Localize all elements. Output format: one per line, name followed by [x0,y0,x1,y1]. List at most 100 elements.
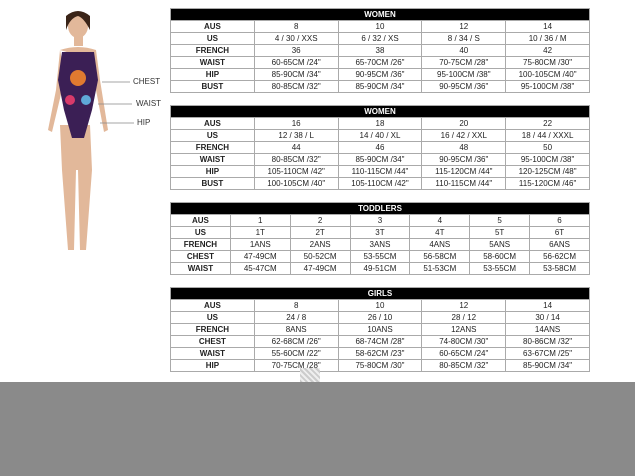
row-label: US [170,226,231,239]
row-label: WAIST [170,262,231,275]
cell: 5 [469,214,531,227]
cell: 28 / 12 [421,311,507,324]
row-label: BUST [170,80,255,93]
cell: 5ANS [469,238,531,251]
cell: 70-75CM /28" [253,359,339,372]
cell: 105-110CM /42" [337,177,423,190]
cell: 6ANS [529,238,590,251]
cell: 49-51CM [349,262,411,275]
cell: 12 [421,20,507,33]
cell: 44 [253,141,339,154]
cell: 60-65CM /24" [421,347,507,360]
cell: 53-58CM [529,262,590,275]
cell: 2ANS [289,238,351,251]
cell: 90-95CM /36" [337,68,423,81]
cell: 20 [421,117,507,130]
cell: 40 [421,44,507,57]
cell: 1 [229,214,291,227]
cell: 56-62CM [529,250,590,263]
cell: 85-90CM /34" [505,359,590,372]
cell: 120-125CM /48" [505,165,590,178]
row-label: US [170,311,255,324]
cell: 18 / 44 / XXXL [505,129,590,142]
cell: 68-74CM /28" [337,335,423,348]
cell: 60-65CM /24" [253,56,339,69]
row-label: WAIST [170,56,255,69]
cell: 90-95CM /36" [421,80,507,93]
cell: 14 [505,299,590,312]
cell: 8 [253,299,339,312]
cell: 45-47CM [229,262,291,275]
table-title: WOMEN [170,8,590,21]
cell: 53-55CM [469,262,531,275]
cell: 85-90CM /34" [337,80,423,93]
cell: 50 [505,141,590,154]
row-label: US [170,129,255,142]
cell: 85-90CM /34" [337,153,423,166]
size-table: WOMEN AUS 8 10 12 14 US 4 / 30 / XXS 6 / 32 / XS… [170,8,590,93]
cell: 12 [421,299,507,312]
cell: 3 [349,214,411,227]
cell: 95-100CM /38" [505,153,590,166]
row-label: AUS [170,20,255,33]
cell: 58-62CM /23" [337,347,423,360]
cell: 4T [409,226,471,239]
cell: 14ANS [505,323,590,336]
cell: 2 [289,214,351,227]
cell: 38 [337,44,423,57]
row-label: FRENCH [170,44,255,57]
cell: 24 / 8 [253,311,339,324]
cell: 12ANS [421,323,507,336]
cell: 80-86CM /32" [505,335,590,348]
cell: 8 / 34 / S [421,32,507,45]
row-label: AUS [170,299,255,312]
row-label: HIP [170,165,255,178]
row-label: FRENCH [170,141,255,154]
size-table: TODDLERS AUS 1 2 3 4 5 6 US 1T 2T 3T 4T 5T 6T FRENCH 1AN… [170,202,590,275]
cell: 95-100CM /38" [421,68,507,81]
row-label: WAIST [170,153,255,166]
cell: 51-53CM [409,262,471,275]
cell: 8 [253,20,339,33]
row-label: US [170,32,255,45]
cell: 110-115CM /44" [421,177,507,190]
cell: 110-115CM /44" [337,165,423,178]
row-label: FRENCH [170,238,231,251]
table-title: TODDLERS [170,202,590,215]
cell: 8ANS [253,323,339,336]
cell: 46 [337,141,423,154]
cell: 70-75CM /28" [421,56,507,69]
row-label: FRENCH [170,323,255,336]
cell: 63-67CM /25" [505,347,590,360]
cell: 16 [253,117,339,130]
cell: 22 [505,117,590,130]
cell: 95-100CM /38" [505,80,590,93]
cell: 53-55CM [349,250,411,263]
size-table: GIRLS AUS 8 10 12 14 US 24 / 8 26 / 10 28 / 12 30 … [170,287,590,372]
row-label: HIP [170,359,255,372]
cell: 30 / 14 [505,311,590,324]
row-label: AUS [170,117,255,130]
image-placeholder [300,368,320,382]
cell: 115-120CM /46" [505,177,590,190]
cell: 16 / 42 / XXL [421,129,507,142]
cell: 14 [505,20,590,33]
cell: 2T [289,226,351,239]
cell: 6 / 32 / XS [337,32,423,45]
cell: 47-49CM [289,262,351,275]
cell: 4ANS [409,238,471,251]
cell: 100-105CM /40" [505,68,590,81]
cell: 115-120CM /44" [421,165,507,178]
cell: 47-49CM [229,250,291,263]
row-label: AUS [170,214,231,227]
cell: 1ANS [229,238,291,251]
cell: 4 / 30 / XXS [253,32,339,45]
size-table: WOMEN AUS 16 18 20 22 US 12 / 38 / L 14 / 40 / X… [170,105,590,190]
cell: 65-70CM /26" [337,56,423,69]
cell: 55-60CM /22" [253,347,339,360]
row-label: HIP [170,68,255,81]
cell: 4 [409,214,471,227]
row-label: BUST [170,177,255,190]
cell: 105-110CM /42" [253,165,339,178]
